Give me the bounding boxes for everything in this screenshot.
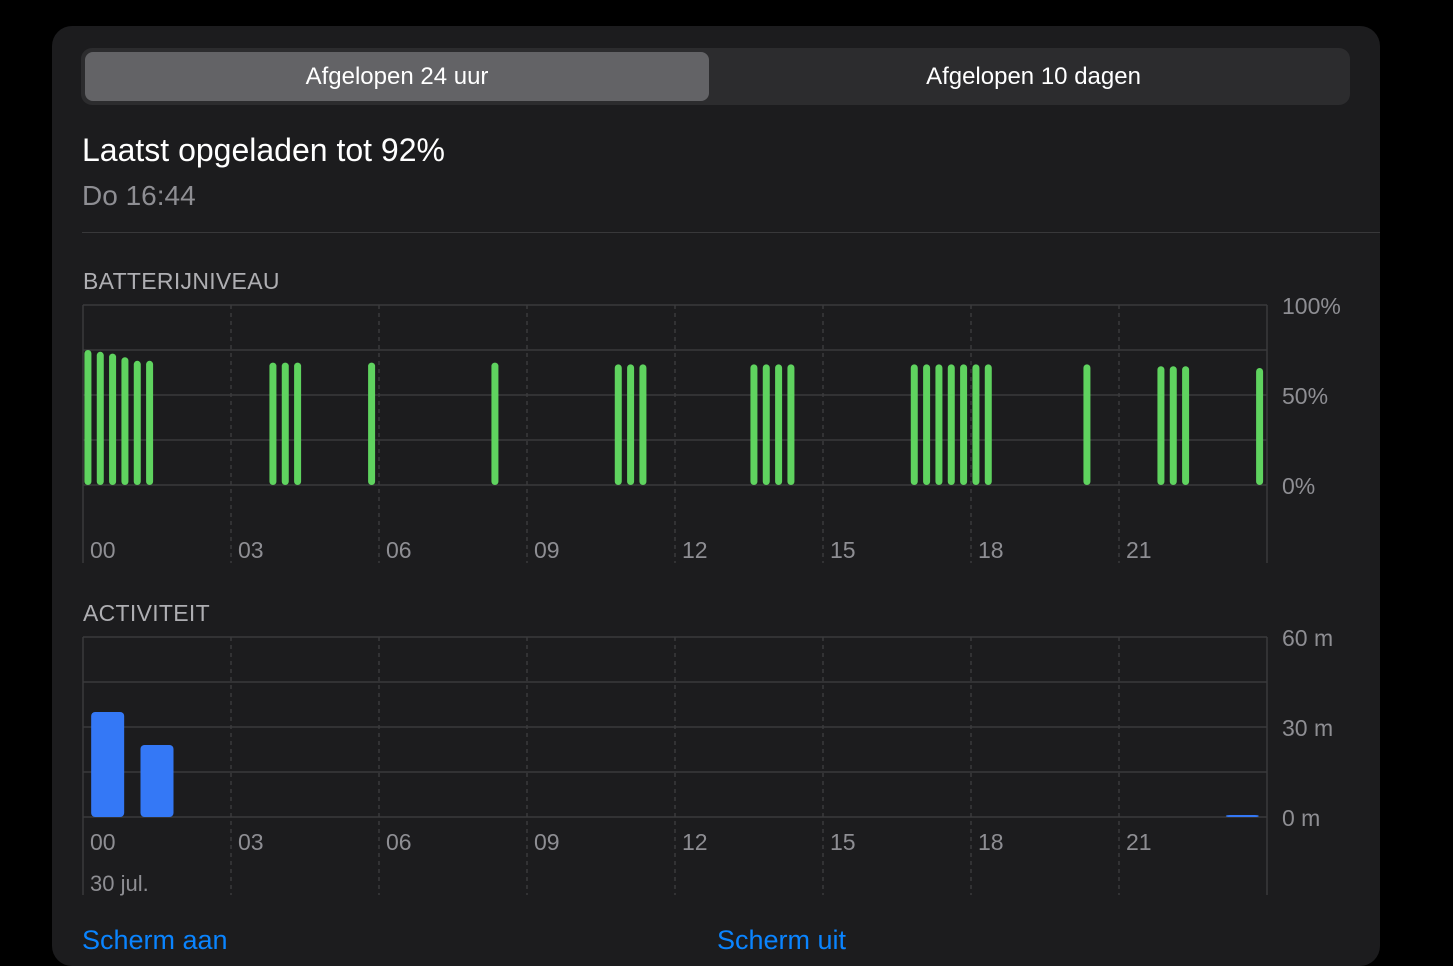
activity-bar [1225,815,1259,817]
battery-bar [762,364,770,485]
tab-last-24-hours[interactable]: Afgelopen 24 uur [85,52,709,101]
battery-bar [368,362,376,485]
divider [82,232,1380,233]
battery-bar [1157,366,1165,485]
battery-bar [972,364,980,485]
battery-y-tick-label: 50% [1282,383,1328,409]
last-charged-time: Do 16:44 [82,180,196,211]
battery-bar [984,364,992,485]
battery-x-tick-label: 03 [238,537,264,563]
battery-bar [109,353,117,485]
battery-x-tick-label: 06 [386,537,412,563]
battery-x-tick-label: 21 [1126,537,1152,563]
battery-bar [269,362,277,485]
battery-bar [947,364,955,485]
battery-bar [1083,364,1091,485]
activity-bar [140,745,174,817]
battery-bar [1182,366,1190,485]
activity-x-tick-label: 15 [830,829,856,855]
activity-label: ACTIVITEIT [83,600,210,626]
activity-x-tick-label: 21 [1126,829,1152,855]
battery-y-tick-label: 0% [1282,473,1315,499]
battery-bar [750,364,758,485]
battery-x-tick-label: 15 [830,537,856,563]
battery-bar [960,364,968,485]
battery-bar [923,364,931,485]
battery-bar [133,360,141,485]
battery-bar [910,364,918,485]
activity-x-tick-label: 18 [978,829,1004,855]
battery-x-tick-label: 18 [978,537,1004,563]
activity-y-tick-label: 0 m [1282,805,1320,831]
battery-bar [627,364,635,485]
battery-bar [1169,366,1177,485]
battery-bar [491,362,499,485]
battery-bar [614,364,622,485]
activity-x-tick-label: 06 [386,829,412,855]
battery-bar [775,364,783,485]
battery-bar [787,364,795,485]
battery-bar [84,350,92,485]
battery-panel [52,26,1380,966]
activity-y-tick-label: 30 m [1282,715,1333,741]
battery-bar [1256,368,1264,485]
activity-x-tick-label: 03 [238,829,264,855]
time-range-segmented-control: Afgelopen 24 uur Afgelopen 10 dagen [81,48,1350,105]
battery-bar [294,362,302,485]
battery-bar [121,357,129,485]
battery-y-tick-label: 100% [1282,293,1341,319]
battery-bar [935,364,943,485]
battery-level-label: BATTERIJNIVEAU [83,268,280,294]
activity-date-label: 30 jul. [90,871,149,896]
battery-x-tick-label: 12 [682,537,708,563]
activity-x-tick-label: 09 [534,829,560,855]
activity-x-tick-label: 00 [90,829,116,855]
activity-x-tick-label: 12 [682,829,708,855]
battery-bar [281,362,289,485]
battery-x-tick-label: 09 [534,537,560,563]
last-charged-title: Laatst opgeladen tot 92% [82,132,445,168]
activity-bar [91,712,125,817]
battery-bar [96,351,104,485]
activity-y-tick-label: 60 m [1282,625,1333,651]
battery-bar [639,364,647,485]
tab-last-10-days[interactable]: Afgelopen 10 dagen [926,62,1141,90]
battery-bar [146,360,154,485]
battery-level-chart: 100% 50% 0% 00 03 06 09 12 15 18 21 60 m 30 m 0 m 00 03… [82,293,1341,896]
battery-x-tick-label: 00 [90,537,116,563]
